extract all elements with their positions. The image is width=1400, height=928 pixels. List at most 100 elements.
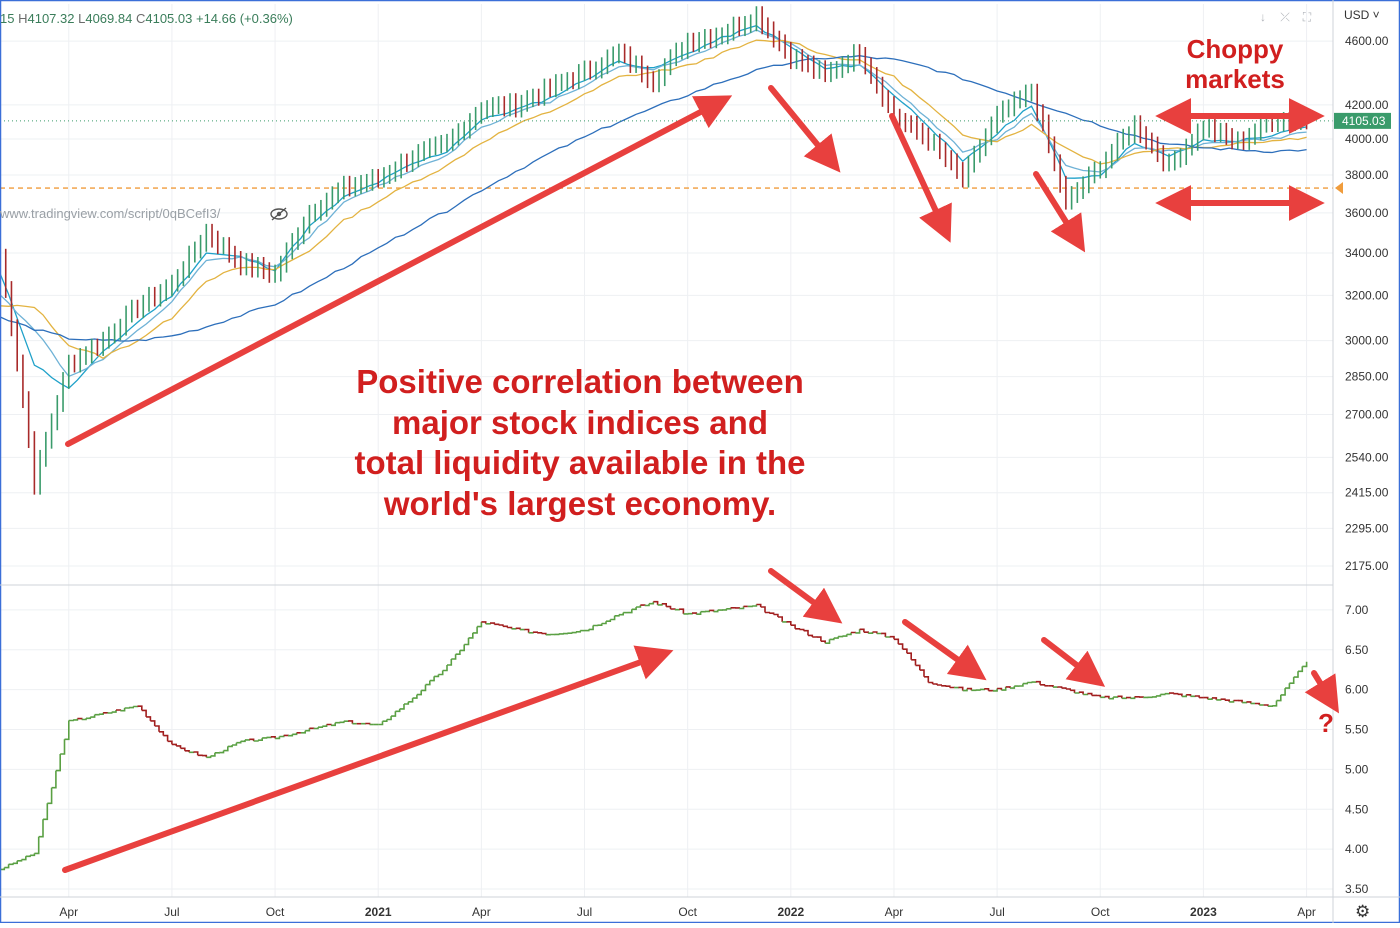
liquidity-segment xyxy=(1203,698,1207,700)
price-tick-label: 2415.00 xyxy=(1345,486,1389,500)
liquidity-segment xyxy=(172,744,176,746)
time-tick-label: 2022 xyxy=(777,905,804,919)
downtrend-arrow xyxy=(771,88,826,155)
liquidity-segment xyxy=(1165,693,1169,694)
liquidity-segment xyxy=(52,771,56,788)
price-tick-label: 2850.00 xyxy=(1345,370,1389,384)
liquidity-segment xyxy=(1156,694,1160,696)
liquidity-segment xyxy=(1294,671,1298,677)
downtrend-arrow xyxy=(1044,640,1087,673)
liquidity-segment xyxy=(1178,694,1182,696)
liquidity-segment xyxy=(847,633,851,635)
liquidity-segment xyxy=(1173,694,1177,695)
liquidity-segment xyxy=(258,738,262,740)
close-label: C xyxy=(136,11,145,26)
price-tick-label: 2175.00 xyxy=(1345,559,1389,573)
liquidity-segment xyxy=(404,702,408,704)
annotation-line: markets xyxy=(1160,64,1310,94)
liquidity-segment xyxy=(232,743,236,745)
currency-selector[interactable]: USD ˅ xyxy=(1344,8,1380,22)
liquidity-segment xyxy=(22,856,26,859)
liquidity-segment xyxy=(610,616,614,620)
liquidity-segment xyxy=(928,683,932,685)
liquidity-segment xyxy=(1298,666,1302,671)
liquidity-segment xyxy=(391,711,395,716)
price-tick-label: 3400.00 xyxy=(1345,246,1389,260)
liquidity-segment xyxy=(181,748,185,751)
liquidity-segment xyxy=(193,752,197,755)
liquidity-segment xyxy=(649,602,653,604)
liquidity-segment xyxy=(615,615,619,616)
liquidity-segment xyxy=(340,721,344,722)
liquidity-segment xyxy=(417,690,421,694)
price-tick-label: 2700.00 xyxy=(1345,408,1389,422)
liquidity-segment xyxy=(830,638,834,639)
liquidity-segment xyxy=(451,654,455,659)
liquidity-segment xyxy=(890,637,894,640)
time-tick-label: Apr xyxy=(1297,905,1316,919)
liquidity-segment xyxy=(855,629,859,633)
liquidity-segment xyxy=(211,753,215,756)
liquidity-segment xyxy=(933,684,937,685)
time-tick-label: Oct xyxy=(1091,905,1110,919)
liquidity-segment xyxy=(99,713,103,714)
liquidity-segment xyxy=(774,615,778,618)
hide-eye-icon[interactable] xyxy=(270,207,288,221)
close-pane-icon[interactable]: ⤫ xyxy=(1274,10,1296,25)
gear-icon[interactable]: ⚙ xyxy=(1355,902,1370,922)
liquidity-segment xyxy=(916,665,920,670)
liquidity-segment xyxy=(1100,697,1104,698)
liquidity-segment xyxy=(1255,704,1259,706)
time-tick-label: Jul xyxy=(989,905,1004,919)
liquidity-segment xyxy=(542,634,546,635)
liquidity-segment xyxy=(722,609,726,610)
liquidity-segment xyxy=(292,733,296,735)
liquidity-segment xyxy=(507,628,511,629)
liquidity-segment xyxy=(456,650,460,654)
liquidity-segment xyxy=(799,630,803,631)
liquidity-segment xyxy=(765,613,769,614)
move-down-icon[interactable]: ↓ xyxy=(1252,10,1274,24)
liquidity-segment xyxy=(26,855,30,856)
liquidity-segment xyxy=(322,725,326,727)
liquidity-segment xyxy=(348,721,352,724)
liquidity-segment xyxy=(1152,696,1156,697)
liquidity-segment xyxy=(589,626,593,630)
liquidity-segment xyxy=(107,712,111,713)
liquidity-segment xyxy=(1070,690,1074,693)
liquidity-segment xyxy=(434,675,438,677)
liquidity-segment xyxy=(688,613,692,614)
liquidity-segment xyxy=(980,689,984,690)
support-marker xyxy=(1335,182,1343,194)
liquidity-segment xyxy=(112,710,116,712)
liquidity-segment xyxy=(155,726,159,732)
liquidity-segment xyxy=(1302,662,1306,667)
liquidity-segment xyxy=(408,698,412,702)
liquidity-segment xyxy=(671,609,675,610)
script-url-watermark: www.tradingview.com/script/0qBCefI3/ xyxy=(0,206,220,221)
liquidity-segment xyxy=(1285,683,1289,688)
maximize-icon[interactable]: ⛶ xyxy=(1296,10,1318,25)
liquidity-segment xyxy=(477,622,481,627)
liquidity-segment xyxy=(1264,705,1268,706)
liquidity-segment xyxy=(821,641,825,643)
liquidity-segment xyxy=(13,861,17,864)
price-tick-label: 2295.00 xyxy=(1345,521,1389,535)
liquidity-segment xyxy=(1281,688,1285,695)
liquidity-segment xyxy=(494,624,498,625)
liquidity-tick-label: 6.50 xyxy=(1345,643,1369,657)
liquidity-segment xyxy=(572,632,576,633)
liquidity-segment xyxy=(1195,696,1199,698)
liquidity-segment xyxy=(430,676,434,680)
ohlc-readout: 15 H4107.32 L4069.84 C4105.03 +14.66 (+0… xyxy=(0,11,293,26)
liquidity-segment xyxy=(387,716,391,719)
liquidity-segment xyxy=(679,609,683,614)
liquidity-segment xyxy=(426,681,430,685)
liquidity-segment xyxy=(946,686,950,687)
time-tick-label: Jul xyxy=(164,905,179,919)
liquidity-segment xyxy=(39,819,43,836)
liquidity-segment xyxy=(245,739,249,740)
liquidity-segment xyxy=(537,633,541,634)
liquidity-segment xyxy=(1242,702,1246,703)
